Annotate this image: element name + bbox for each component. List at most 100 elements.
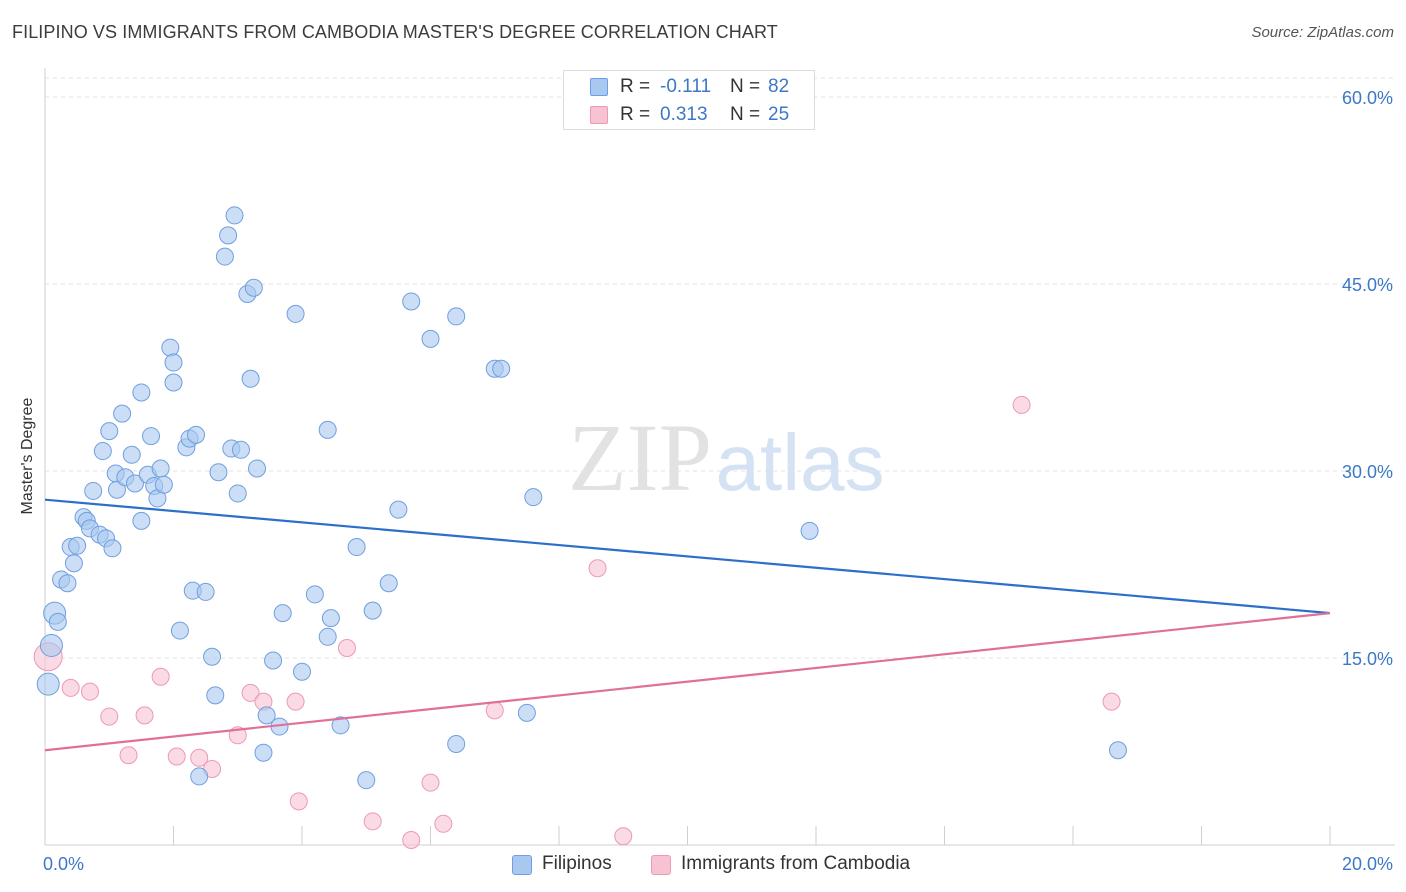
data-point-filipinos (421, 329, 440, 348)
legend-r-value: -0.111 (660, 76, 712, 97)
correlation-legend: R = -0.111 N = 82 R = 0.313 N = 25 (563, 70, 815, 130)
data-point-filipinos (293, 662, 311, 681)
data-point-filipinos (103, 539, 122, 558)
x-tick-label: 20.0% (1342, 854, 1393, 874)
data-point-cambodia (485, 701, 504, 720)
data-point-filipinos (39, 634, 63, 658)
data-point-filipinos (107, 480, 126, 499)
data-point-cambodia (434, 814, 453, 833)
tick-labels: 15.0% 30.0% 45.0% 60.0% 0.0% 20.0% (43, 88, 1393, 874)
data-point-filipinos (447, 735, 466, 754)
legend-label-cambodia: Immigrants from Cambodia (681, 853, 911, 874)
series-cambodia-points (33, 395, 1121, 850)
legend-r-value: 0.313 (660, 104, 708, 125)
data-point-filipinos (100, 422, 119, 441)
watermark-zip: ZIP (568, 404, 712, 511)
data-point-filipinos (1108, 741, 1127, 760)
axes (44, 68, 1395, 846)
data-point-filipinos (264, 651, 283, 670)
data-point-filipinos (492, 359, 511, 378)
data-point-cambodia (289, 792, 308, 811)
data-point-filipinos (196, 582, 215, 601)
data-point-filipinos (273, 604, 292, 623)
data-point-filipinos (151, 459, 170, 478)
data-point-filipinos (142, 427, 161, 446)
series-legend: Filipinos Immigrants from Cambodia (0, 850, 1406, 880)
legend-n-value: 82 (768, 76, 790, 97)
data-point-filipinos (231, 440, 250, 459)
data-point-filipinos (209, 463, 228, 482)
data-point-cambodia (588, 559, 607, 578)
data-point-filipinos (58, 574, 77, 593)
data-point-filipinos (331, 716, 350, 735)
y-tick-label: 15.0% (1342, 649, 1393, 669)
data-point-cambodia (61, 678, 80, 697)
y-tick-label: 30.0% (1342, 462, 1393, 482)
data-point-filipinos (244, 278, 263, 297)
source-label: Source: ZipAtlas.com (1251, 24, 1394, 41)
data-point-cambodia (151, 667, 170, 686)
data-point-cambodia (135, 706, 154, 725)
data-point-filipinos (318, 420, 337, 439)
data-point-filipinos (447, 307, 466, 326)
data-point-filipinos (228, 484, 247, 503)
watermark: ZIP atlas (568, 404, 884, 511)
data-point-cambodia (190, 748, 209, 767)
data-point-filipinos (363, 601, 382, 620)
data-point-filipinos (203, 647, 222, 666)
data-point-filipinos (215, 247, 234, 266)
data-point-filipinos (219, 226, 238, 245)
data-point-cambodia (421, 773, 440, 792)
legend-n-label: N = (730, 104, 761, 125)
data-point-filipinos (64, 554, 83, 573)
data-point-filipinos (524, 488, 543, 507)
data-point-cambodia (337, 639, 356, 658)
data-point-filipinos (357, 771, 376, 790)
legend-swatch-cambodia (590, 106, 608, 124)
legend-swatch-cambodia (651, 855, 671, 875)
data-point-cambodia (402, 831, 421, 850)
data-point-filipinos (379, 574, 398, 593)
data-point-filipinos (248, 459, 267, 478)
y-tick-label: 60.0% (1342, 88, 1393, 108)
legend-swatch-filipinos (590, 78, 608, 96)
trend-line-cambodia (44, 612, 1331, 752)
y-axis-title: Master's Degree (19, 397, 36, 515)
data-point-cambodia (1102, 692, 1121, 711)
data-point-filipinos (132, 511, 151, 530)
data-point-filipinos (225, 206, 244, 225)
data-point-cambodia (363, 812, 382, 831)
data-point-cambodia (614, 827, 633, 846)
data-point-filipinos (517, 703, 536, 722)
legend-r-label: R = (620, 104, 651, 125)
data-point-cambodia (100, 707, 119, 726)
data-point-filipinos (164, 353, 183, 372)
data-point-filipinos (170, 621, 189, 640)
data-point-filipinos (254, 743, 273, 762)
series-filipinos-points (36, 206, 1127, 790)
data-point-filipinos (84, 481, 103, 500)
data-point-filipinos (164, 373, 183, 392)
watermark-atlas: atlas (716, 418, 885, 507)
data-point-filipinos (68, 536, 87, 555)
data-point-filipinos (36, 672, 60, 696)
trend-line-filipinos (44, 498, 1331, 615)
data-point-filipinos (186, 425, 205, 444)
data-point-filipinos (154, 475, 173, 494)
data-point-filipinos (286, 304, 305, 323)
data-point-filipinos (93, 442, 112, 461)
data-point-filipinos (125, 474, 144, 493)
y-tick-label: 45.0% (1342, 275, 1393, 295)
legend-n-value: 25 (768, 104, 790, 125)
legend-row-cambodia: R = 0.313 N = 25 (564, 101, 814, 129)
data-point-cambodia (286, 692, 305, 711)
data-point-filipinos (48, 612, 67, 631)
data-point-cambodia (119, 746, 138, 765)
grid-lines (45, 77, 1395, 659)
data-point-cambodia (241, 683, 260, 702)
data-point-filipinos (241, 369, 260, 388)
legend-swatch-filipinos (512, 855, 532, 875)
data-point-filipinos (318, 627, 337, 646)
data-point-filipinos (122, 445, 141, 464)
